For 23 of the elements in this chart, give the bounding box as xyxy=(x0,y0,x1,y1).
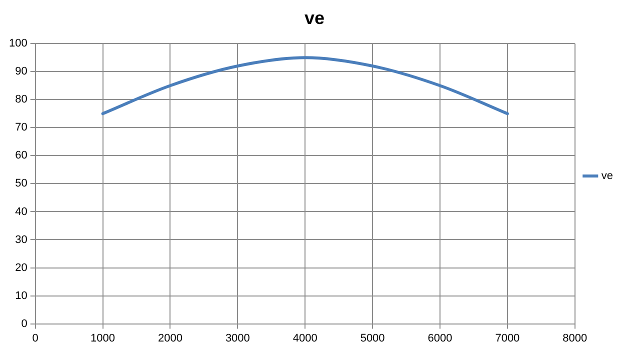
x-tick-label: 4000 xyxy=(292,332,318,344)
chart-title: ve xyxy=(304,8,325,28)
y-tick-label: 40 xyxy=(15,206,28,218)
y-tick-label: 100 xyxy=(8,38,28,50)
legend-label: ve xyxy=(601,170,614,182)
x-tick-label: 6000 xyxy=(428,332,452,344)
y-tick-label: 10 xyxy=(15,290,28,302)
x-tick-label: 8000 xyxy=(562,332,588,344)
x-tick-label: 3000 xyxy=(225,332,250,344)
y-tick-label: 60 xyxy=(15,150,28,162)
y-tick-label: 50 xyxy=(15,178,28,190)
x-tick-label: 5000 xyxy=(360,332,385,344)
x-tick-label: 7000 xyxy=(495,332,520,344)
x-tick-label: 0 xyxy=(32,332,38,344)
x-tick-label: 2000 xyxy=(158,332,182,344)
x-tick-label: 1000 xyxy=(90,332,116,344)
y-tick-label: 90 xyxy=(15,66,28,78)
y-tick-label: 70 xyxy=(15,122,28,134)
y-tick-label: 80 xyxy=(15,94,28,106)
line-series xyxy=(101,56,509,116)
y-tick-label: 20 xyxy=(15,262,28,274)
y-tick-label: 30 xyxy=(15,234,28,246)
y-tick-label: 0 xyxy=(21,318,28,330)
